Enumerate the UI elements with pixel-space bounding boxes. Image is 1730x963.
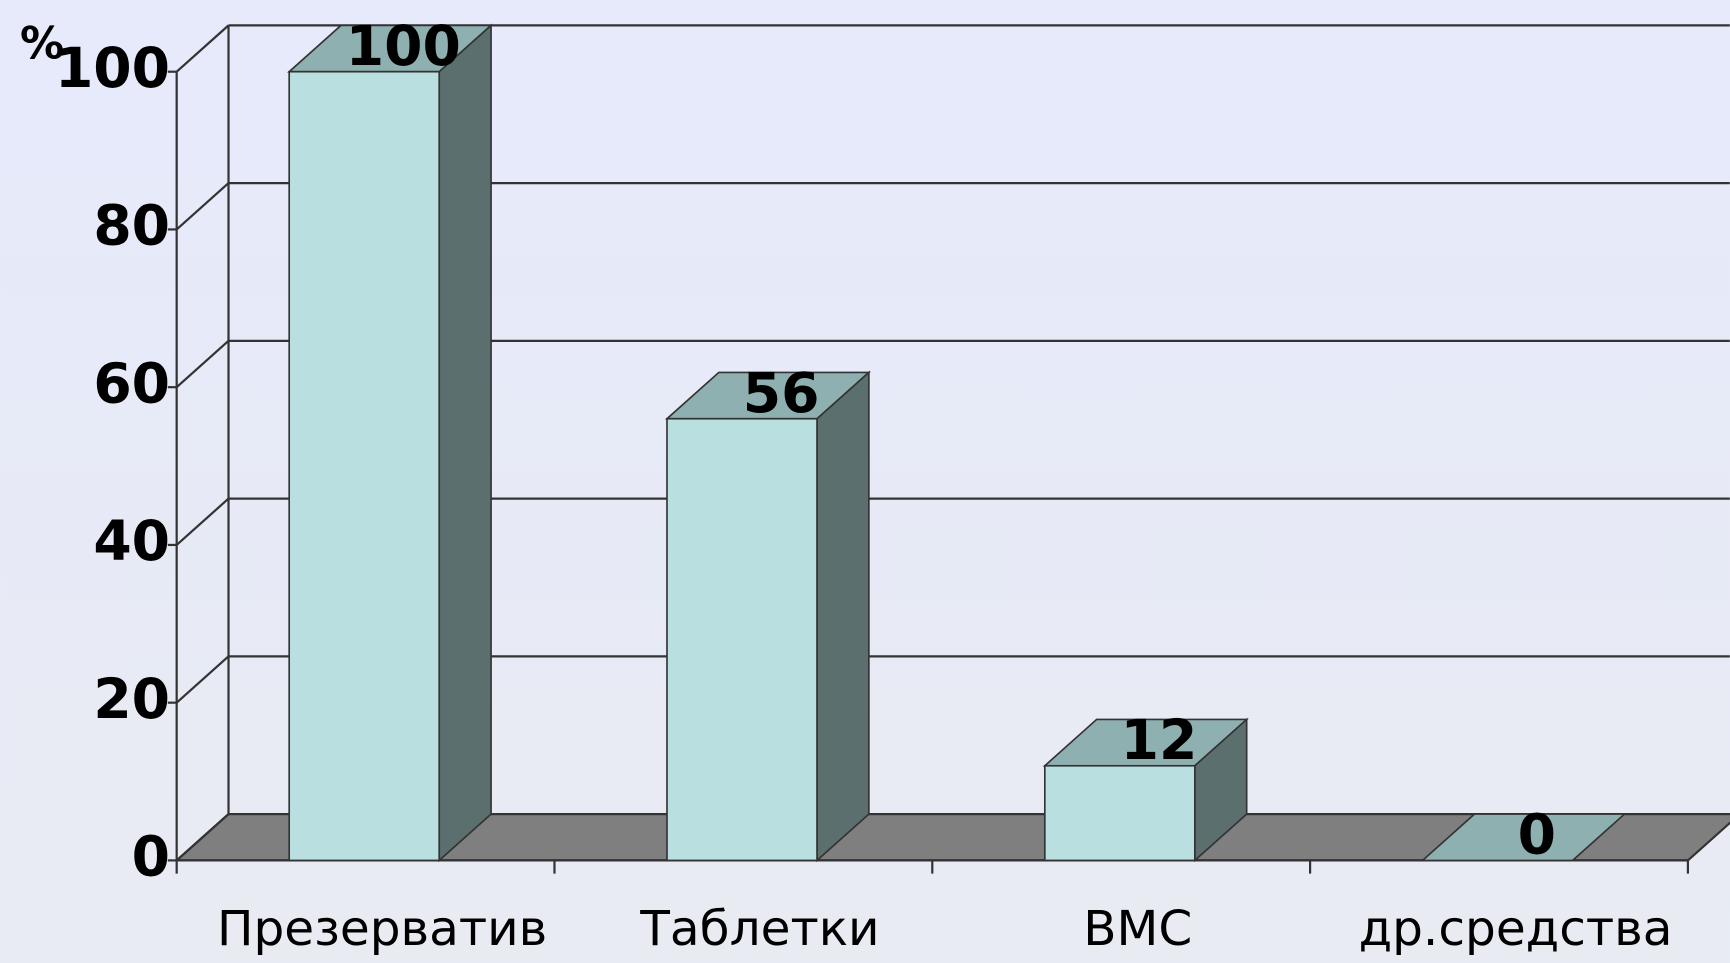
y-tick-label: 20: [93, 668, 170, 732]
x-tick-label: др.средства: [1359, 901, 1673, 957]
y-tick-label: 0: [132, 826, 170, 890]
value-label: 56: [743, 362, 820, 426]
value-label: 12: [1121, 709, 1198, 773]
x-tick-label: ВМС: [1083, 901, 1192, 957]
y-tick-label: 100: [55, 37, 170, 101]
y-tick-label: 80: [93, 195, 170, 259]
value-label: 0: [1518, 803, 1556, 867]
x-tick-label: Презерватив: [217, 901, 547, 957]
bar: [1045, 766, 1195, 861]
bar: [289, 72, 439, 861]
x-tick-label: Таблетки: [639, 901, 879, 957]
chart: % 020406080100Презерватив100Таблетки56ВМ…: [0, 0, 1730, 963]
bar: [667, 419, 817, 861]
bar-side: [817, 372, 869, 860]
y-tick-label: 40: [93, 510, 170, 574]
value-label: 100: [346, 15, 461, 79]
y-tick-label: 60: [93, 352, 170, 416]
bar-side: [439, 25, 491, 860]
